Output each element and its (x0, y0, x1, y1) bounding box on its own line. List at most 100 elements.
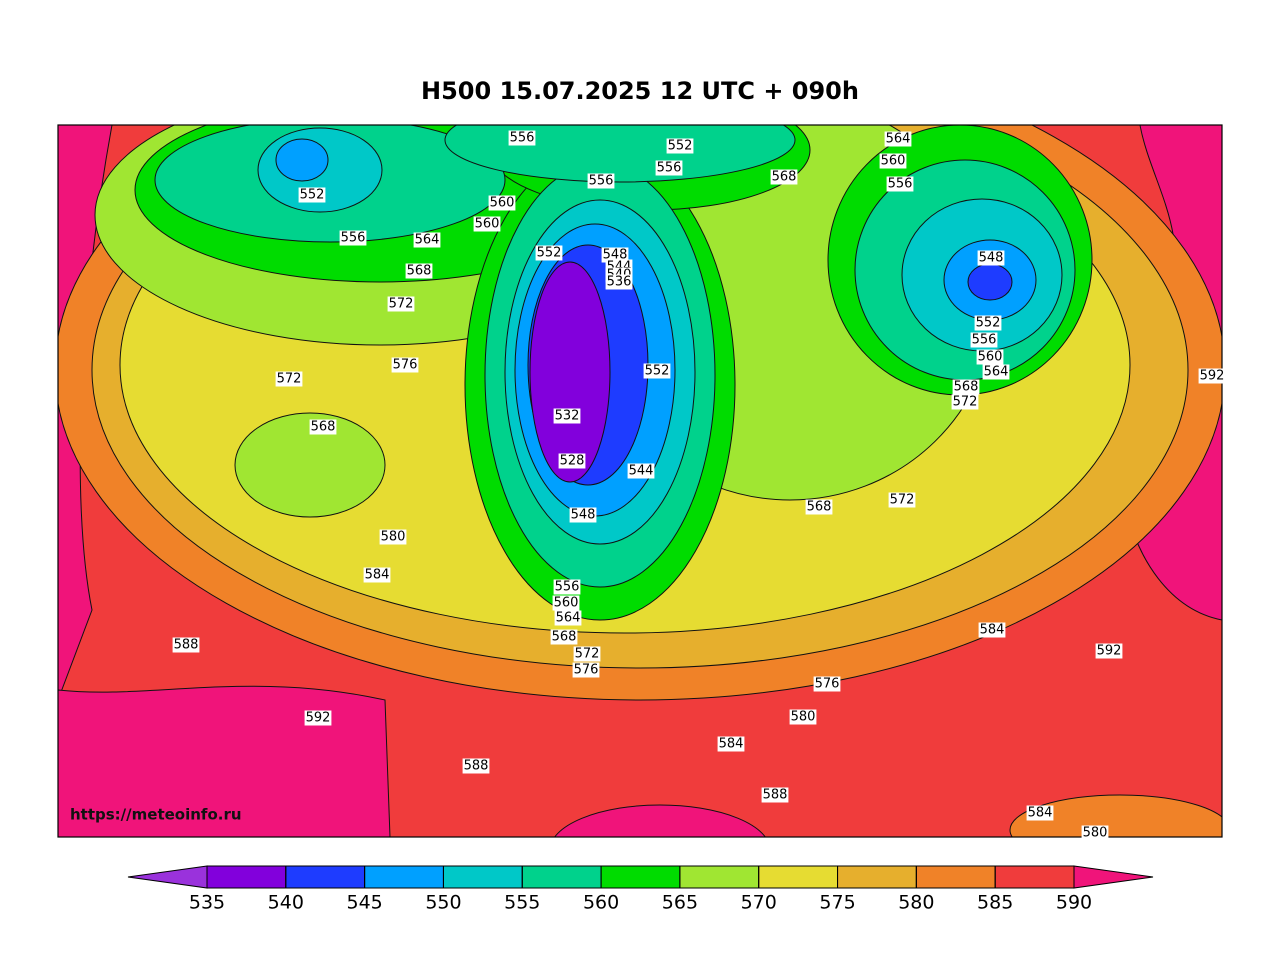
contour-label: 568 (805, 499, 833, 515)
contour-label: 556 (886, 176, 914, 192)
contour-label-box (550, 629, 578, 645)
contour-label: 552 (643, 363, 671, 379)
colorbar-tick-label: 565 (662, 892, 698, 914)
contour-label-text: 560 (554, 596, 579, 611)
contour-label: 560 (976, 349, 1004, 365)
contour-label-text: 572 (277, 372, 302, 387)
contour-label-box (1081, 825, 1109, 841)
contour-label: 580 (379, 529, 407, 545)
contour-label-text: 568 (772, 170, 797, 185)
contour-label: 556 (508, 130, 536, 146)
contour-label-text: 560 (881, 154, 906, 169)
contour-label-box (462, 758, 490, 774)
contour-label-text: 576 (574, 663, 599, 678)
contour-label-box (970, 332, 998, 348)
contour-label-text: 588 (464, 759, 489, 774)
colorbar-tick-label: 545 (347, 892, 383, 914)
field-fill (275, 138, 329, 182)
contour-label-box (391, 357, 419, 373)
contour-label: 536 (605, 274, 633, 290)
colorbar-tick-label: 550 (425, 892, 461, 914)
contour-label-box (552, 595, 580, 611)
contour-label-box (172, 637, 200, 653)
contour-label-box (805, 499, 833, 515)
contour-label-text: 584 (719, 737, 744, 752)
contour-label-box (508, 130, 536, 146)
contour-label-box (761, 787, 789, 803)
map-frame (57, 124, 1223, 838)
contour-label-text: 564 (415, 233, 440, 248)
contour-label-text: 564 (556, 611, 581, 626)
contour-label-box (405, 263, 433, 279)
colorbar-swatch (206, 865, 287, 889)
field-fill (554, 804, 766, 837)
contour-label-text: 584 (1028, 806, 1053, 821)
contour-label-text: 568 (552, 630, 577, 645)
contour-label-box (304, 710, 332, 726)
contour-label-text: 584 (980, 623, 1005, 638)
contour-label-text: 552 (645, 364, 670, 379)
contour-label-box (339, 230, 367, 246)
contour-label: 572 (951, 394, 979, 410)
contour-label-text: 552 (537, 246, 562, 261)
contour-label: 568 (309, 419, 337, 435)
contour-label: 568 (952, 379, 980, 395)
contour-label-box (558, 453, 586, 469)
contour-label-box (813, 676, 841, 692)
contour-label: 588 (761, 787, 789, 803)
contour-label: 564 (554, 610, 582, 626)
contour-label: 584 (978, 622, 1006, 638)
contour-label: 584 (1026, 805, 1054, 821)
contour-label: 584 (717, 736, 745, 752)
contour-label-text: 548 (571, 508, 596, 523)
contour-label-text: 580 (1083, 826, 1108, 841)
contour-label-text: 568 (311, 420, 336, 435)
contour-label: 576 (813, 676, 841, 692)
contour-label-text: 568 (807, 500, 832, 515)
watermark: https://meteoinfo.ru (70, 806, 242, 824)
contour-label-box (627, 463, 655, 479)
colorbar-swatch (679, 865, 760, 889)
contour-label: 592 (1198, 368, 1226, 384)
contour-label-text: 592 (1097, 644, 1122, 659)
contour-label: 568 (550, 629, 578, 645)
contour-label: 572 (387, 296, 415, 312)
contour-label-box (569, 507, 597, 523)
colorbar: 535 540 545 550 555 560 565 570 575 580 585 590 (127, 865, 1154, 914)
contour-label: 548 (977, 250, 1005, 266)
contour-label-text: 592 (1200, 369, 1225, 384)
contour-label-box (888, 492, 916, 508)
contour-label: 576 (572, 662, 600, 678)
contour-label-box (1095, 643, 1123, 659)
colorbar-swatch (758, 865, 839, 889)
contour-label-box (951, 394, 979, 410)
contour-label: 576 (391, 357, 419, 373)
contour-label: 560 (552, 595, 580, 611)
colorbar-tick-label: 560 (583, 892, 619, 914)
map-title: H500 15.07.2025 12 UTC + 090h (421, 77, 859, 105)
contour-label-text: 564 (984, 365, 1009, 380)
contour-label: 564 (884, 131, 912, 147)
contour-label: 588 (462, 758, 490, 774)
contour-label-box (553, 579, 581, 595)
contour-label: 548 (601, 247, 629, 263)
contour-label-text: 560 (475, 217, 500, 232)
contour-label-box (643, 363, 671, 379)
colorbar-swatch (364, 865, 444, 889)
contour-label-text: 584 (365, 568, 390, 583)
contour-label: 556 (970, 332, 998, 348)
contour-label-box (298, 187, 326, 203)
contour-label-text: 552 (300, 188, 325, 203)
contour-label: 552 (974, 315, 1002, 331)
contour-label-box (573, 646, 601, 662)
contour-label-box (488, 195, 516, 211)
contour-label-box (1198, 368, 1226, 384)
contour-label-box (884, 131, 912, 147)
contour-label: 592 (304, 710, 332, 726)
contour-label-text: 580 (381, 530, 406, 545)
contour-label-text: 572 (890, 493, 915, 508)
contour-label: 556 (339, 230, 367, 246)
contour-label-box (978, 622, 1006, 638)
contour-label-box (789, 709, 817, 725)
